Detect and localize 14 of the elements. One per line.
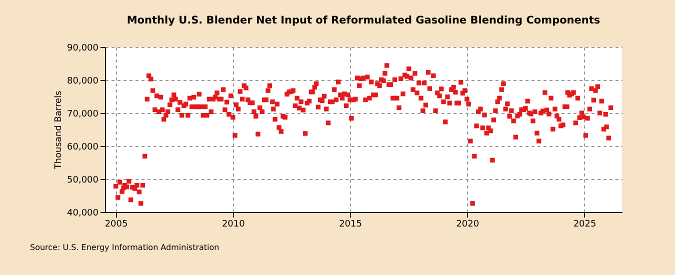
y-tick-label: 50,000 (67, 176, 99, 186)
y-tick-label: 80,000 (67, 76, 99, 86)
y-axis-title: Thousand Barrels (54, 90, 64, 170)
x-tick-label: 2005 (104, 220, 128, 230)
chart-title: Monthly U.S. Blender Net Input of Reformulated Gasoline Blending Components (126, 14, 600, 26)
y-tick-label: 70,000 (67, 110, 99, 120)
x-tick-label: 2010 (222, 220, 246, 230)
x-tick-label: 2025 (573, 220, 596, 230)
y-tick-label: 90,000 (67, 44, 99, 54)
x-tick-label: 2015 (339, 220, 362, 230)
y-tick-label: 60,000 (67, 142, 99, 152)
y-tick-label: 40,000 (67, 208, 99, 218)
source-note: Source: U.S. Energy Information Administration (30, 243, 220, 252)
x-tick-label: 2020 (456, 220, 480, 230)
